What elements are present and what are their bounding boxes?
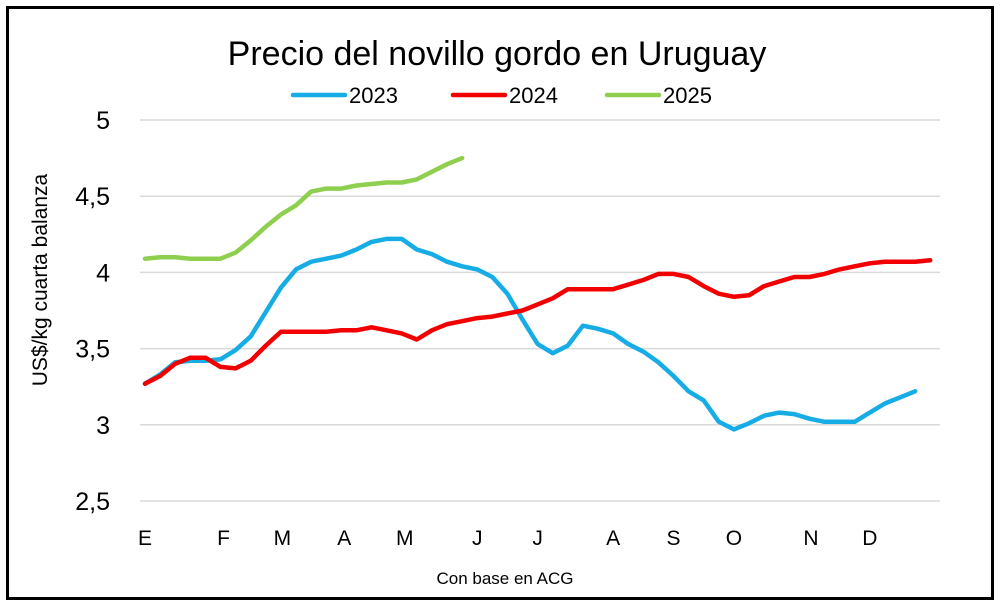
chart-title: Precio del novillo gordo en Uruguay (228, 35, 767, 73)
chart-frame (6, 6, 994, 600)
series-line-2024 (142, 257, 933, 386)
x-tick-label: J (532, 527, 543, 550)
y-tick-label: 5 (96, 107, 110, 135)
x-tick-label: A (337, 527, 351, 550)
series-line-2025 (142, 155, 465, 261)
x-tick-label: N (803, 527, 818, 550)
x-tick-label: A (606, 527, 620, 550)
legend-label-2023: 2023 (349, 83, 398, 108)
legend-label-2024: 2024 (509, 83, 558, 108)
series-line-2023 (142, 236, 918, 432)
series-lines (142, 155, 933, 432)
x-tick-label: F (217, 527, 230, 550)
legend: 2023 2024 2025 (290, 83, 712, 108)
y-tick-label: 3 (96, 412, 110, 440)
gridlines (140, 119, 940, 502)
x-tick-label: D (862, 527, 877, 550)
y-tick-label: 4,5 (75, 183, 110, 211)
x-tick-label: M (274, 527, 292, 550)
x-tick-label: O (726, 527, 742, 550)
x-tick-label: J (472, 527, 483, 550)
y-axis-ticks: 2,5 3 3,5 4 4,5 5 (75, 107, 110, 516)
y-tick-label: 2,5 (75, 488, 110, 516)
x-tick-label: M (396, 527, 414, 550)
x-tick-label: S (666, 527, 680, 550)
x-tick-label: E (138, 527, 152, 550)
y-tick-label: 3,5 (75, 336, 110, 364)
y-tick-label: 4 (96, 259, 110, 287)
x-axis-label: Con base en ACG (436, 569, 573, 588)
legend-label-2025: 2025 (663, 83, 712, 108)
y-axis-label: US$/kg cuarta balanza (29, 173, 52, 386)
